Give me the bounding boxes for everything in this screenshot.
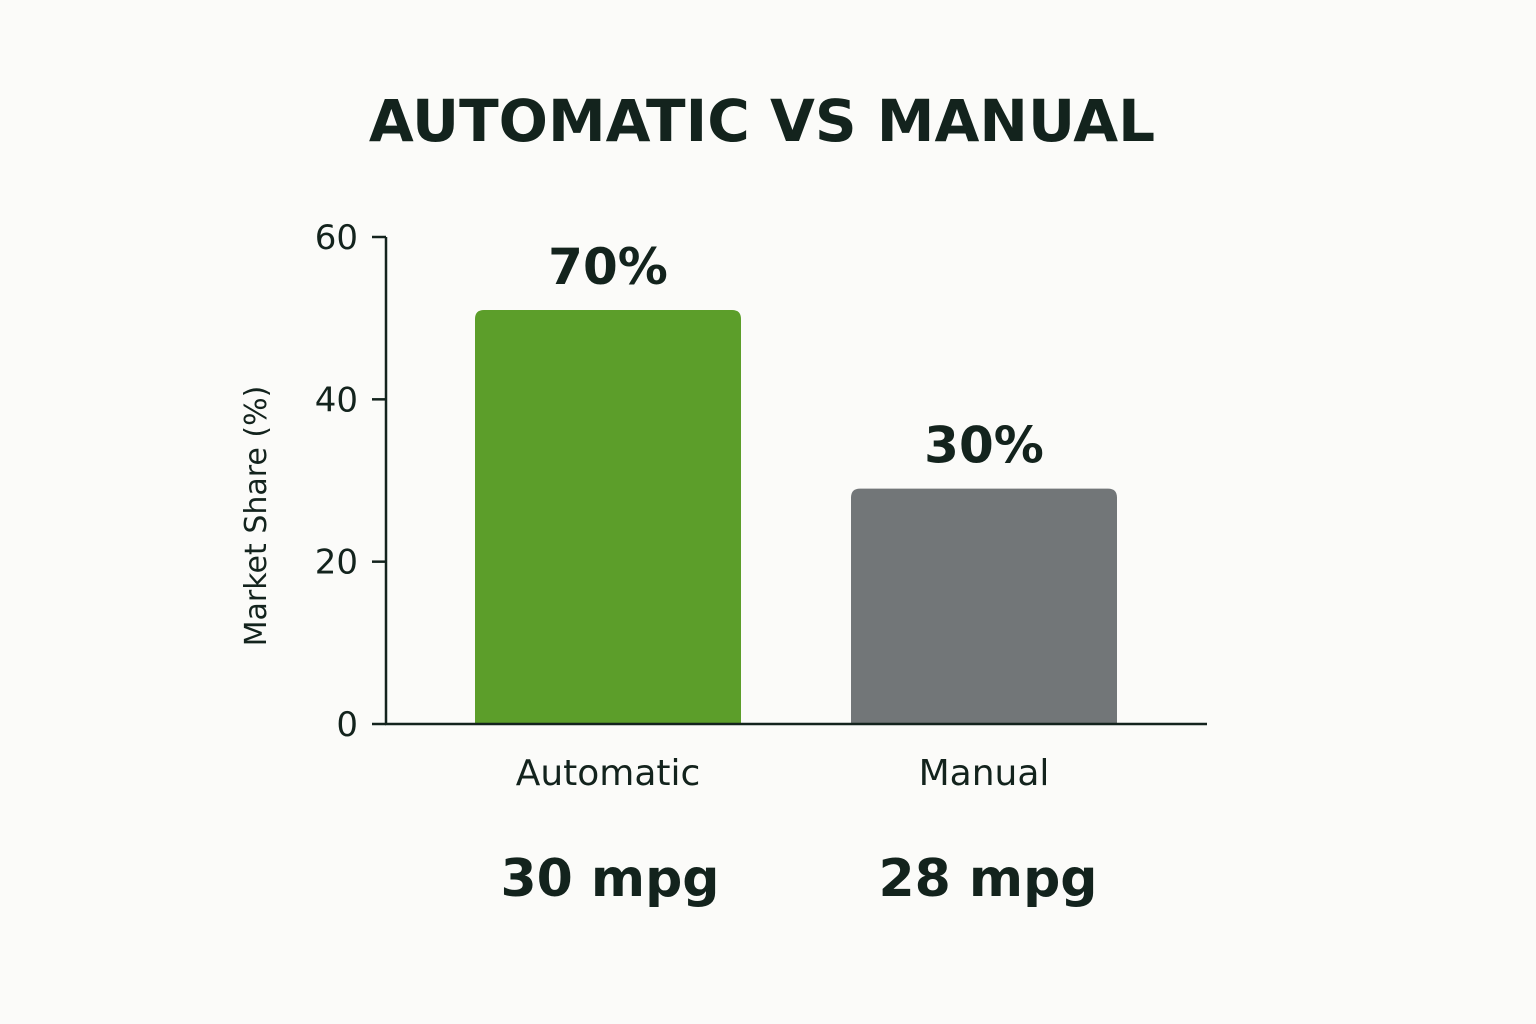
x-category-label: Manual bbox=[919, 753, 1050, 794]
bars bbox=[475, 310, 1117, 724]
y-axis-title: Market Share (%) bbox=[239, 386, 274, 647]
bar-manual bbox=[851, 488, 1117, 724]
bar-value-label: 70% bbox=[548, 238, 668, 296]
bar-value-label: 30% bbox=[924, 417, 1044, 475]
y-tick-label: 40 bbox=[315, 380, 358, 420]
mpg-annotation: 28 mpg bbox=[878, 849, 1097, 909]
y-tick-label: 60 bbox=[315, 218, 358, 258]
chart-title: AUTOMATIC VS MANUAL bbox=[369, 87, 1155, 155]
y-axis-ticks: 0 20 40 60 bbox=[315, 218, 386, 745]
mpg-annotation: 30 mpg bbox=[500, 849, 719, 909]
bar-automatic bbox=[475, 310, 741, 724]
x-category-label: Automatic bbox=[516, 753, 701, 794]
labels: 70% Automatic 30 mpg 30% Manual 28 mpg bbox=[500, 238, 1097, 909]
y-tick-label: 20 bbox=[315, 543, 358, 583]
y-tick-label: 0 bbox=[336, 705, 358, 745]
